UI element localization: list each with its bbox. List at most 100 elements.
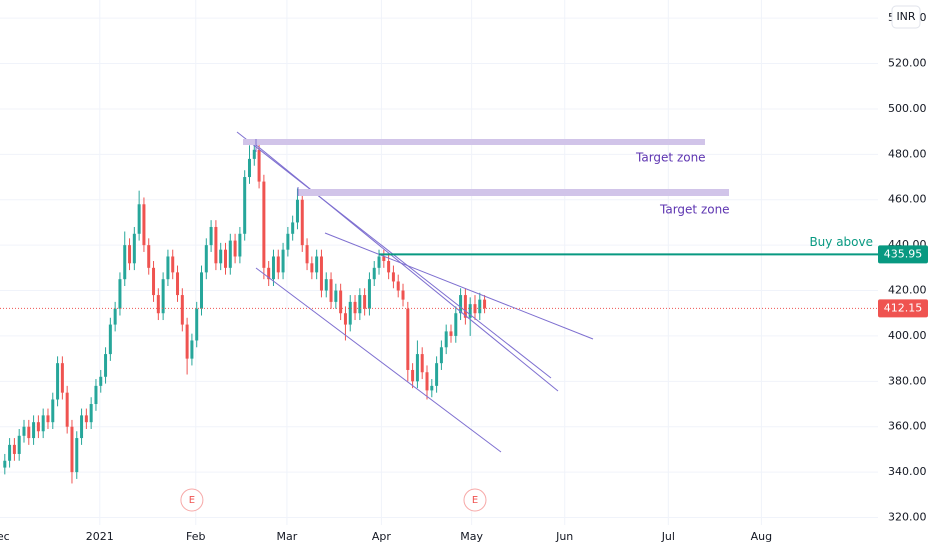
- axes: 320.00340.00360.00380.00400.00420.00440.…: [0, 5, 928, 543]
- candle-body: [152, 267, 156, 296]
- candle-body: [483, 299, 487, 309]
- candle-body: [353, 301, 357, 314]
- candle-body: [17, 435, 21, 454]
- candle-body: [32, 422, 36, 439]
- candle-body: [94, 385, 98, 405]
- candle-body: [171, 256, 175, 273]
- x-tick-label: Mar: [277, 530, 298, 543]
- candle-body: [247, 158, 251, 178]
- y-tick-label: 500.00: [888, 102, 927, 115]
- candle-body: [204, 245, 208, 273]
- last-price-tag: [878, 299, 928, 318]
- candle-body: [123, 245, 127, 280]
- candle-body: [286, 233, 290, 250]
- candle-body: [118, 279, 122, 309]
- annotation: Target zone: [659, 203, 730, 217]
- candle-body: [377, 256, 381, 268]
- candle-body: [104, 354, 108, 377]
- candle-body: [166, 256, 170, 280]
- earnings-label: E: [472, 495, 478, 506]
- grid: [0, 0, 878, 525]
- candle-body: [420, 354, 424, 373]
- candle-body: [415, 354, 419, 382]
- candle-body: [444, 331, 448, 348]
- candle-body: [334, 290, 338, 302]
- candle-body: [252, 149, 256, 159]
- buy-level-tag: [878, 245, 928, 264]
- y-tick-label: 480.00: [888, 147, 927, 160]
- candle-body: [348, 301, 352, 325]
- time-axis: [0, 525, 932, 550]
- candle-body: [463, 295, 467, 318]
- candle-body: [228, 240, 232, 268]
- candle-body: [435, 363, 439, 386]
- last-price-label: 412.15: [884, 301, 923, 314]
- candle-body: [300, 199, 304, 246]
- candle-body: [41, 415, 45, 432]
- candle-body: [324, 279, 328, 291]
- x-tick-label: Dec: [0, 530, 10, 543]
- candle-body: [315, 256, 319, 273]
- x-tick-label: Jul: [661, 530, 675, 543]
- candle-body: [478, 299, 482, 314]
- candle-body: [108, 324, 112, 355]
- candle-body: [65, 392, 69, 427]
- candle-body: [396, 281, 400, 291]
- candle-body: [310, 263, 314, 273]
- currency-box: [891, 5, 921, 29]
- y-tick-label: 520.00: [888, 57, 927, 70]
- candle-body: [295, 199, 299, 223]
- candle-body: [425, 372, 429, 391]
- candle-body: [387, 261, 391, 273]
- earnings-marker: [463, 488, 487, 512]
- candle-body: [257, 149, 261, 182]
- candle-body: [319, 256, 323, 291]
- candle-body: [219, 249, 223, 264]
- candle-body: [449, 331, 453, 336]
- candle-body: [382, 256, 386, 262]
- candle-body: [180, 295, 184, 325]
- candles: [3, 140, 487, 484]
- candle-body: [329, 279, 333, 302]
- y-tick-label: 360.00: [888, 420, 927, 433]
- candle-body: [391, 272, 395, 282]
- candle-body: [8, 444, 12, 461]
- candle-body: [36, 422, 40, 432]
- candle-body: [291, 222, 295, 234]
- x-tick-label: 2021: [86, 530, 114, 543]
- candle-body: [305, 245, 309, 264]
- candle-body: [156, 295, 160, 314]
- x-tick-label: Apr: [372, 530, 392, 543]
- target-zone: [243, 139, 705, 145]
- candle-body: [411, 369, 415, 382]
- candle-body: [363, 295, 367, 309]
- candle-body: [267, 267, 271, 280]
- candle-body: [439, 347, 443, 364]
- candle-body: [80, 415, 84, 439]
- candle-body: [262, 181, 266, 268]
- candle-body: [12, 444, 16, 454]
- candle-body: [147, 245, 151, 268]
- candle-body: [243, 177, 247, 234]
- trend-line: [324, 232, 594, 340]
- candle-body: [27, 426, 31, 439]
- candle-body: [209, 226, 213, 246]
- candle-body: [128, 245, 132, 264]
- candle-body: [142, 204, 146, 246]
- candle-body: [84, 415, 88, 423]
- candle-body: [161, 279, 165, 314]
- earnings-marker: [180, 488, 204, 512]
- candle-body: [372, 267, 376, 280]
- candle-body: [214, 226, 218, 264]
- annotation: Target zone: [635, 151, 706, 165]
- trend-line: [255, 267, 502, 453]
- candle-body: [99, 376, 103, 386]
- candle-body: [89, 404, 93, 423]
- candle-body: [358, 295, 362, 314]
- candle-body: [430, 385, 434, 391]
- candle-body: [60, 363, 64, 393]
- candle-body: [51, 399, 55, 423]
- overlay: Buy above E E: [0, 235, 878, 512]
- y-tick-label: 320.00: [888, 511, 927, 524]
- candle-body: [22, 426, 26, 436]
